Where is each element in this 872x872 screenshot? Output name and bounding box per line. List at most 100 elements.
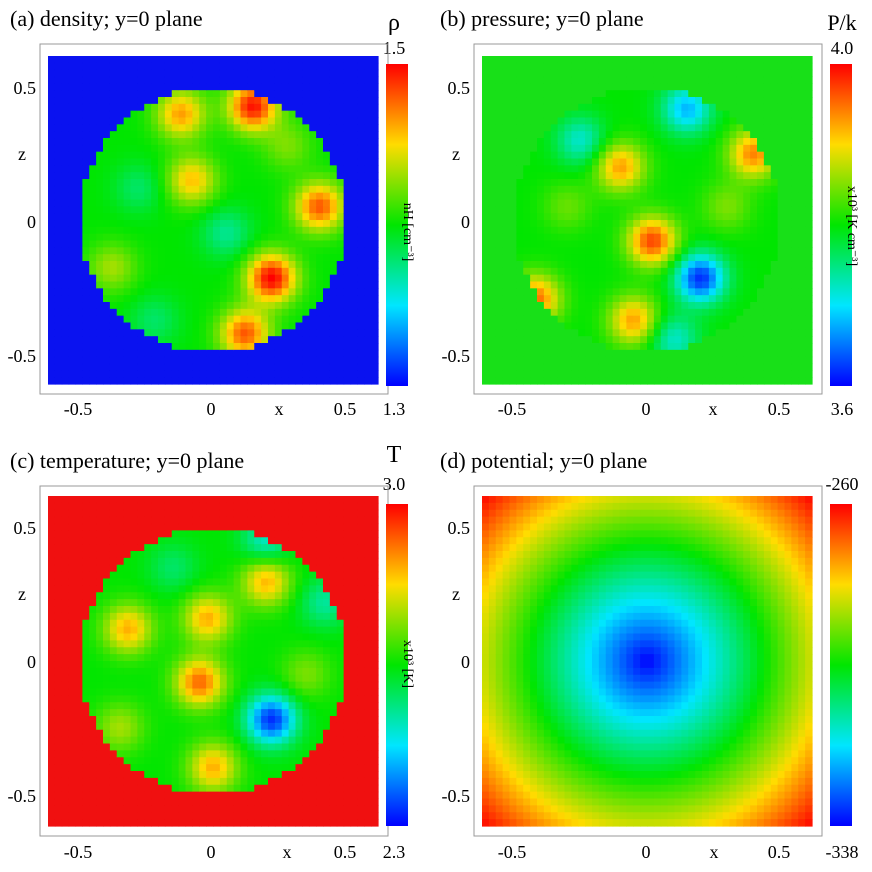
heatmap-cell	[68, 626, 77, 635]
heatmap-cell	[329, 172, 338, 180]
heatmap-cell	[502, 138, 511, 146]
heatmap-cell	[688, 151, 696, 160]
heatmap-cell	[268, 295, 276, 303]
heatmap-cell	[619, 206, 627, 214]
heatmap-cell	[715, 281, 724, 289]
heatmap-cell	[702, 336, 710, 344]
heatmap-cell	[75, 523, 83, 531]
heatmap-cell	[116, 90, 125, 98]
heatmap-cell	[777, 151, 786, 160]
heatmap-cell	[647, 233, 655, 242]
heatmap-cell	[488, 267, 497, 276]
heatmap-cell	[240, 213, 248, 221]
heatmap-cell	[791, 56, 799, 64]
heatmap-cell	[571, 69, 579, 78]
heatmap-cell	[281, 138, 290, 146]
heatmap-cell	[495, 336, 504, 344]
heatmap-cell	[598, 158, 607, 166]
heatmap-cell	[626, 138, 634, 146]
heatmap-cell	[54, 626, 63, 635]
heatmap-cell	[564, 274, 572, 283]
heatmap-cell	[715, 213, 724, 221]
heatmap-cell	[109, 179, 118, 187]
heatmap-cell	[274, 349, 283, 358]
heatmap-cell	[185, 76, 193, 84]
heatmap-cell	[364, 274, 372, 283]
heatmap-cell	[261, 288, 269, 296]
heatmap-cell	[708, 69, 717, 78]
heatmap-cell	[688, 295, 696, 303]
heatmap-cell	[61, 274, 70, 283]
heatmap-cell	[509, 302, 517, 310]
heatmap-cell	[54, 349, 63, 358]
heatmap-cell	[681, 179, 689, 187]
heatmap-cell	[213, 76, 221, 84]
heatmap-cell	[502, 274, 511, 283]
heatmap-cell	[213, 343, 221, 351]
heatmap-cell	[82, 206, 90, 214]
heatmap-cell	[89, 709, 97, 717]
heatmap-cell	[274, 110, 283, 119]
heatmap-cell	[48, 633, 56, 641]
heatmap-cell	[791, 83, 799, 91]
heatmap-cell	[192, 144, 200, 153]
heatmap-cell	[543, 370, 552, 378]
heatmap-cell	[509, 349, 517, 358]
heatmap-cell	[109, 226, 118, 235]
heatmap-cell	[757, 103, 765, 112]
heatmap-cell	[171, 76, 180, 84]
heatmap-cell	[550, 90, 559, 98]
heatmap-cell	[495, 76, 504, 84]
heatmap-cell	[523, 172, 531, 180]
heatmap-cell	[530, 97, 538, 105]
heatmap-cell	[592, 315, 600, 324]
heatmap-cell	[130, 356, 138, 365]
heatmap-cell	[254, 103, 262, 112]
heatmap-cell	[206, 240, 214, 248]
heatmap-cell	[247, 288, 255, 296]
heatmap-cell	[605, 199, 614, 207]
heatmap-cell	[702, 281, 710, 289]
heatmap-cell	[770, 349, 779, 358]
heatmap-cell	[54, 681, 63, 690]
heatmap-cell	[784, 172, 792, 180]
heatmap-cell	[619, 261, 627, 269]
heatmap-cell	[612, 117, 621, 125]
heatmap-cell	[660, 213, 669, 221]
heatmap-cell	[364, 138, 372, 146]
heatmap-cell	[336, 233, 345, 242]
heatmap-cell	[254, 185, 262, 194]
heatmap-cell	[364, 295, 372, 303]
heatmap-cell	[343, 76, 352, 84]
heatmap-cell	[357, 288, 365, 296]
heatmap-cell	[784, 144, 792, 153]
heatmap-cell	[543, 220, 552, 228]
heatmap-cell	[261, 158, 269, 166]
heatmap-cell	[509, 356, 517, 365]
heatmap-cell	[537, 144, 545, 153]
heatmap-cell	[192, 199, 200, 207]
heatmap-cell	[750, 343, 758, 351]
heatmap-cell	[626, 165, 634, 173]
heatmap-cell	[681, 295, 689, 303]
heatmap-cell	[302, 377, 310, 385]
heatmap-cell	[571, 349, 579, 358]
heatmap-cell	[592, 377, 600, 385]
heatmap-cell	[137, 179, 145, 187]
heatmap-cell	[688, 226, 696, 235]
heatmap-cell	[61, 764, 70, 772]
heatmap-cell	[488, 220, 497, 228]
heatmap-cell	[151, 76, 159, 84]
heatmap-cell	[770, 281, 779, 289]
heatmap-cell	[123, 90, 132, 98]
heatmap-cell	[158, 131, 166, 139]
heatmap-cell	[633, 254, 641, 262]
heatmap-cell	[164, 240, 173, 248]
heatmap-cell	[281, 213, 290, 221]
heatmap-cell	[130, 363, 138, 371]
heatmap-cell	[268, 199, 276, 207]
heatmap-cell	[75, 661, 83, 669]
heatmap-cell	[309, 83, 317, 91]
heatmap-cell	[598, 192, 607, 201]
heatmap-cell	[192, 185, 200, 194]
